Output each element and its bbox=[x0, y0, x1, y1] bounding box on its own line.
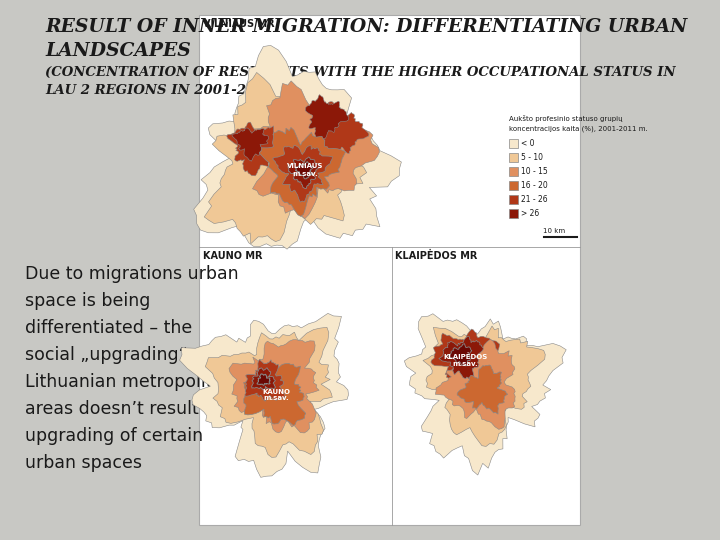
Text: LANDSCAPES: LANDSCAPES bbox=[45, 42, 191, 60]
Polygon shape bbox=[229, 340, 319, 433]
Text: Lithuanian metropolitan: Lithuanian metropolitan bbox=[24, 373, 234, 391]
Polygon shape bbox=[205, 327, 333, 457]
Polygon shape bbox=[295, 161, 314, 179]
Bar bbox=[509, 181, 518, 190]
Polygon shape bbox=[232, 128, 269, 161]
Text: Due to migrations urban: Due to migrations urban bbox=[24, 265, 238, 283]
Polygon shape bbox=[257, 374, 270, 385]
Bar bbox=[509, 153, 518, 162]
Text: VILNIAUS
m.sav.: VILNIAUS m.sav. bbox=[287, 164, 323, 177]
Polygon shape bbox=[179, 313, 348, 477]
Polygon shape bbox=[315, 102, 369, 161]
Polygon shape bbox=[253, 81, 379, 219]
Polygon shape bbox=[259, 127, 346, 217]
Bar bbox=[509, 209, 518, 218]
Text: 5 - 10: 5 - 10 bbox=[521, 152, 543, 161]
Bar bbox=[509, 195, 518, 204]
Polygon shape bbox=[204, 72, 366, 244]
Polygon shape bbox=[305, 94, 348, 139]
Text: RESULT OF INNER MIGRATION: DIFFERENTIATING URBAN: RESULT OF INNER MIGRATION: DIFFERENTIATI… bbox=[45, 18, 688, 36]
Text: KAUNO
m.sav.: KAUNO m.sav. bbox=[262, 388, 290, 402]
Text: Aukšto profesinio statuso grupių: Aukšto profesinio statuso grupių bbox=[509, 115, 623, 122]
Polygon shape bbox=[436, 339, 516, 429]
Text: 16 - 20: 16 - 20 bbox=[521, 180, 547, 190]
Polygon shape bbox=[457, 365, 508, 414]
Polygon shape bbox=[243, 363, 306, 426]
Text: KLAIPĖDOS
m.sav.: KLAIPĖDOS m.sav. bbox=[444, 353, 487, 367]
Polygon shape bbox=[273, 145, 333, 202]
Text: < 0: < 0 bbox=[521, 138, 534, 147]
Text: koncentracijos kaita (%), 2001-2011 m.: koncentracijos kaita (%), 2001-2011 m. bbox=[509, 125, 648, 132]
Bar bbox=[509, 139, 518, 148]
Polygon shape bbox=[448, 343, 472, 366]
Polygon shape bbox=[194, 45, 401, 249]
Polygon shape bbox=[288, 157, 320, 188]
Text: 21 - 26: 21 - 26 bbox=[521, 194, 547, 204]
Text: LAU 2 REGIONS IN 2001-2011; P.P.): LAU 2 REGIONS IN 2001-2011; P.P.) bbox=[45, 84, 315, 97]
Polygon shape bbox=[251, 368, 276, 390]
Polygon shape bbox=[423, 326, 545, 447]
Text: differentiated – the: differentiated – the bbox=[24, 319, 192, 337]
Polygon shape bbox=[438, 336, 483, 379]
Polygon shape bbox=[431, 329, 500, 395]
Polygon shape bbox=[405, 314, 566, 475]
Text: KAUNO MR: KAUNO MR bbox=[202, 251, 262, 261]
Text: space is being: space is being bbox=[24, 292, 150, 310]
Text: 10 km: 10 km bbox=[543, 228, 564, 234]
Text: 10 - 15: 10 - 15 bbox=[521, 166, 547, 176]
Text: upgrading of certain: upgrading of certain bbox=[24, 427, 203, 445]
Text: > 26: > 26 bbox=[521, 208, 539, 218]
Text: urban spaces: urban spaces bbox=[24, 454, 142, 472]
Text: (CONCENTRATION OF RESIDENTS WITH THE HIGHER OCCUPATIONAL STATUS IN: (CONCENTRATION OF RESIDENTS WITH THE HIG… bbox=[45, 66, 676, 79]
Text: social „upgrading“ of: social „upgrading“ of bbox=[24, 346, 210, 364]
Polygon shape bbox=[245, 360, 285, 401]
Bar bbox=[509, 167, 518, 176]
Polygon shape bbox=[227, 122, 283, 176]
Text: areas doesn’t result in: areas doesn’t result in bbox=[24, 400, 220, 418]
Text: VILNIAUS MR: VILNIAUS MR bbox=[202, 19, 274, 29]
Text: KLAIPĖDOS MR: KLAIPĖDOS MR bbox=[395, 251, 478, 261]
Bar bbox=[199, 15, 580, 525]
